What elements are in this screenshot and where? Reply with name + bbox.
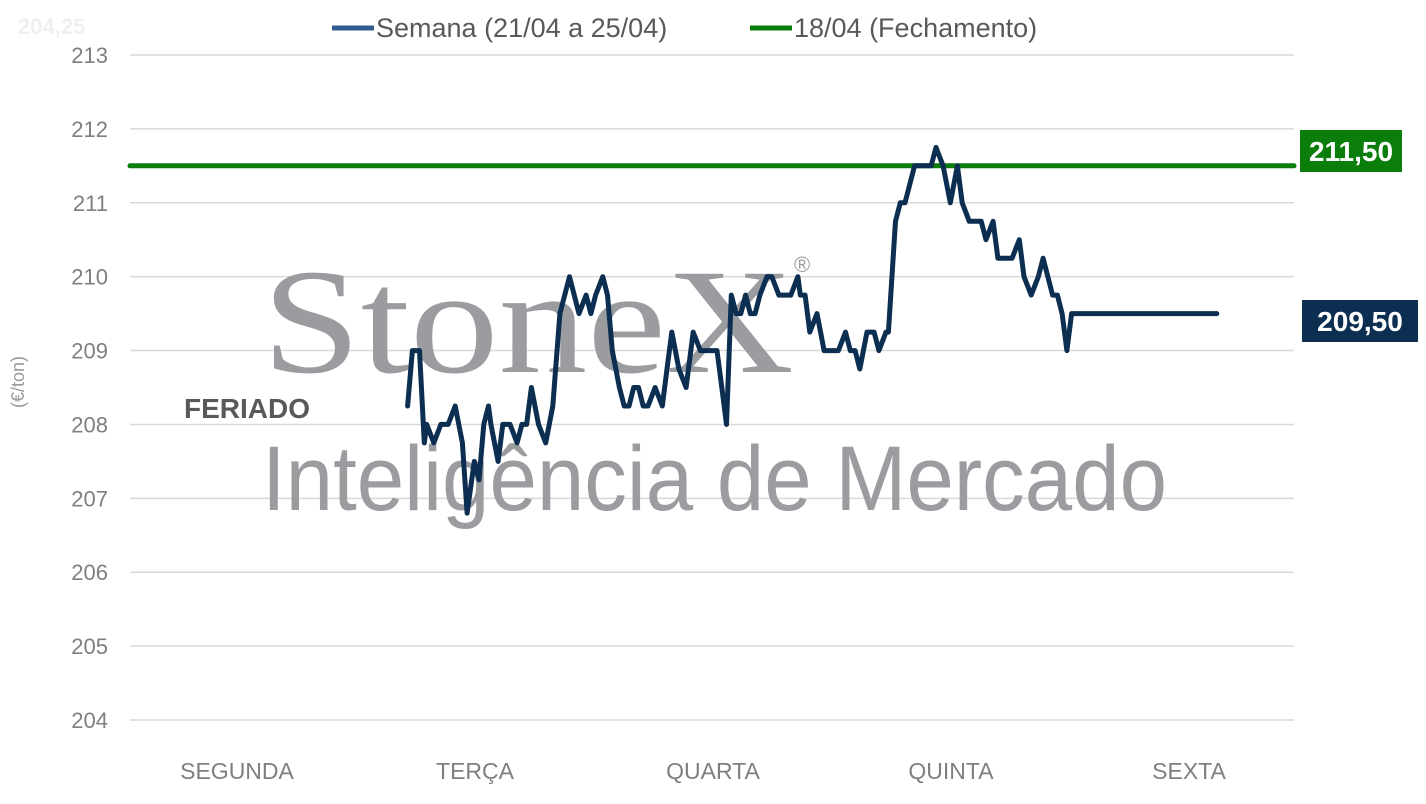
y-tick-labels: 204 205 206 207 208 209 210 211 212 213 [71,43,108,733]
feriado-annotation: FERIADO [184,393,310,424]
x-category-label: QUINTA [908,758,994,784]
watermark-registered: ® [794,252,810,277]
x-category-label: SEXTA [1152,758,1226,784]
y-tick-label: 209 [71,339,108,364]
y-tick-label: 207 [71,486,108,511]
x-category-labels: SEGUNDA TERÇA QUARTA QUINTA SEXTA [180,758,1226,784]
y-tick-label: 211 [73,191,108,216]
y-tick-label: 212 [71,117,108,142]
end-label-fechamento: 211,50 [1300,130,1402,172]
faint-top-label: 204,25 [18,14,85,39]
end-label-semana: 209,50 [1302,300,1418,342]
y-tick-label: 213 [71,43,108,68]
y-tick-label: 208 [71,412,108,437]
x-category-label: SEGUNDA [180,758,294,784]
watermark-brand: StoneX [262,239,794,405]
y-tick-label: 210 [71,265,108,290]
end-label-semana-text: 209,50 [1317,306,1403,337]
y-axis-label: (€/ton) [8,356,28,408]
y-tick-label: 204 [71,708,108,733]
watermark-tagline: Inteligência de Mercado [262,428,1167,530]
y-tick-label: 205 [71,634,108,659]
end-label-fechamento-text: 211,50 [1309,136,1393,167]
x-category-label: QUARTA [666,758,760,784]
y-tick-label: 206 [71,560,108,585]
series-lines [127,144,1297,516]
x-category-label: TERÇA [436,758,515,784]
series-line-semana [405,144,1220,516]
legend-label-fechamento: 18/04 (Fechamento) [794,13,1037,43]
legend-label-semana: Semana (21/04 a 25/04) [376,13,667,43]
legend: Semana (21/04 a 25/04) 18/04 (Fechamento… [332,13,1037,43]
stonex-watermark-logo: StoneX ® Inteligência de Mercado [262,239,1167,530]
